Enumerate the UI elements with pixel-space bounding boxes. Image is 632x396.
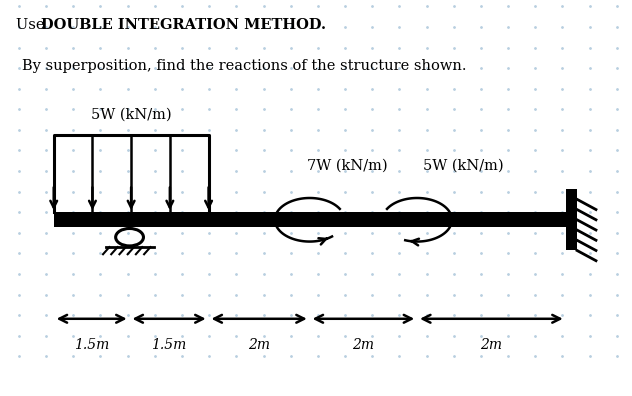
- Text: 1.5m: 1.5m: [152, 338, 186, 352]
- Text: 2m: 2m: [480, 338, 502, 352]
- Bar: [54, 212, 566, 227]
- Text: 2m: 2m: [248, 338, 270, 352]
- Text: 5W (kN/m): 5W (kN/m): [91, 108, 171, 122]
- Text: DOUBLE INTEGRATION METHOD.: DOUBLE INTEGRATION METHOD.: [41, 18, 326, 32]
- Text: 7W (kN/m): 7W (kN/m): [307, 158, 387, 172]
- Text: Use: Use: [16, 18, 49, 32]
- Text: By superposition, find the reactions of the structure shown.: By superposition, find the reactions of …: [22, 59, 466, 73]
- Text: 1.5m: 1.5m: [74, 338, 109, 352]
- Text: 5W (kN/m): 5W (kN/m): [423, 158, 504, 172]
- Text: 2m: 2m: [353, 338, 374, 352]
- Bar: [566, 189, 577, 250]
